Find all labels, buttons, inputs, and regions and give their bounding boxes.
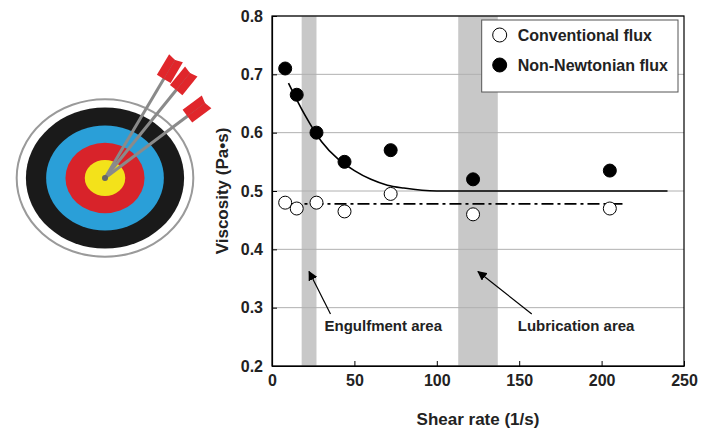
target-ring	[26, 107, 184, 248]
arrow-tip	[102, 175, 108, 181]
legend: Conventional flux Non-Newtonian flux	[482, 20, 678, 92]
target-arrow	[105, 66, 197, 178]
x-tick-label: 250	[671, 372, 698, 389]
y-tick-label: 0.7	[241, 66, 263, 83]
data-point	[603, 202, 616, 215]
data-point	[279, 196, 292, 209]
y-tick-mark	[272, 74, 277, 75]
legend-label: Non-Newtonian flux	[518, 57, 668, 74]
x-tick-mark	[354, 361, 355, 366]
x-tick: 100	[424, 361, 451, 389]
y-tick-mark	[272, 133, 277, 134]
legend-marker	[493, 58, 507, 72]
x-tick-mark	[437, 361, 438, 366]
y-tick-label: 0.2	[241, 358, 263, 375]
target-arrow	[105, 54, 183, 178]
grid-line	[272, 249, 684, 250]
x-tick-label: 100	[424, 372, 451, 389]
grid	[272, 16, 684, 366]
y-tick: 0.4	[241, 241, 277, 258]
band-annotation: Engulfment area	[309, 272, 445, 336]
target-ring	[65, 143, 144, 214]
target-ring	[46, 126, 164, 231]
band-annotation: Lubrication area	[478, 272, 637, 336]
dashdot-line	[288, 203, 626, 205]
x-tick-label: 200	[589, 372, 616, 389]
y-tick: 0.8	[241, 8, 277, 25]
x-tick-mark	[519, 361, 520, 366]
arrow-fletching	[183, 95, 205, 116]
legend-label: Conventional flux	[518, 27, 652, 44]
target-arrow	[105, 95, 211, 178]
fit-line	[288, 83, 667, 191]
y-tick-mark	[272, 249, 277, 250]
y-tick-mark	[272, 366, 277, 367]
data-point	[338, 205, 351, 218]
data-point	[279, 62, 292, 75]
data-point	[290, 88, 303, 101]
data-point	[384, 187, 397, 200]
y-axis-title: Viscosity (Pa•s)	[213, 128, 232, 255]
annotations: Engulfment area Lubrication area	[309, 272, 637, 336]
x-axis: 0 50 100 150 200 250	[268, 361, 698, 389]
data-point	[603, 164, 616, 177]
y-tick: 0.3	[241, 299, 277, 316]
plot-frame	[272, 16, 684, 366]
x-tick: 50	[346, 361, 364, 389]
grid-line	[272, 132, 684, 133]
label-background	[322, 316, 444, 335]
data-point	[467, 173, 480, 186]
y-tick-label: 0.6	[241, 124, 263, 141]
x-axis-title: Shear rate (1/s)	[417, 410, 540, 429]
x-tick-mark	[602, 361, 603, 366]
y-tick: 0.5	[241, 183, 277, 200]
y-tick-label: 0.8	[241, 8, 263, 25]
target-ring	[17, 99, 194, 256]
data-point	[310, 196, 323, 209]
target-ring	[85, 160, 125, 196]
data-point	[310, 126, 323, 139]
plot-background	[272, 16, 684, 366]
annotation-arrow	[309, 272, 330, 315]
x-tick-label: 50	[346, 372, 364, 389]
data-point	[384, 144, 397, 157]
grid-line	[272, 307, 684, 308]
arrow-fletching	[157, 54, 175, 79]
y-tick-label: 0.3	[241, 299, 263, 316]
x-tick-label: 0	[268, 372, 277, 389]
y-tick-mark	[272, 308, 277, 309]
legend-entry: Non-Newtonian flux	[493, 57, 668, 74]
chart: 0 50 100 150 200 250 0.2 0.3 0.4 0.5 0.6 0.7 0.8 Shea…	[0, 0, 709, 437]
data-point	[467, 208, 480, 221]
y-tick: 0.6	[241, 124, 277, 141]
x-axis-line	[273, 366, 685, 367]
band-label: Lubrication area	[518, 317, 635, 334]
y-tick: 0.2	[241, 358, 277, 375]
y-tick: 0.7	[241, 66, 277, 83]
data-point	[290, 202, 303, 215]
x-tick-mark	[684, 361, 685, 366]
data-point	[338, 155, 351, 168]
y-tick-label: 0.4	[241, 241, 263, 258]
band-label: Engulfment area	[324, 317, 442, 334]
legend-box	[482, 20, 678, 92]
label-background	[516, 316, 637, 335]
annotation-arrow	[478, 272, 532, 315]
y-tick-mark	[272, 191, 277, 192]
x-tick: 250	[671, 361, 698, 389]
x-tick: 150	[506, 361, 533, 389]
x-tick: 200	[589, 361, 616, 389]
y-tick-label: 0.5	[241, 183, 263, 200]
target-icon	[17, 54, 212, 257]
legend-entry: Conventional flux	[493, 27, 652, 44]
legend-marker	[493, 28, 507, 42]
y-axis: 0.2 0.3 0.4 0.5 0.6 0.7 0.8	[241, 8, 277, 375]
x-tick-label: 150	[506, 372, 533, 389]
y-tick-mark	[272, 16, 277, 17]
